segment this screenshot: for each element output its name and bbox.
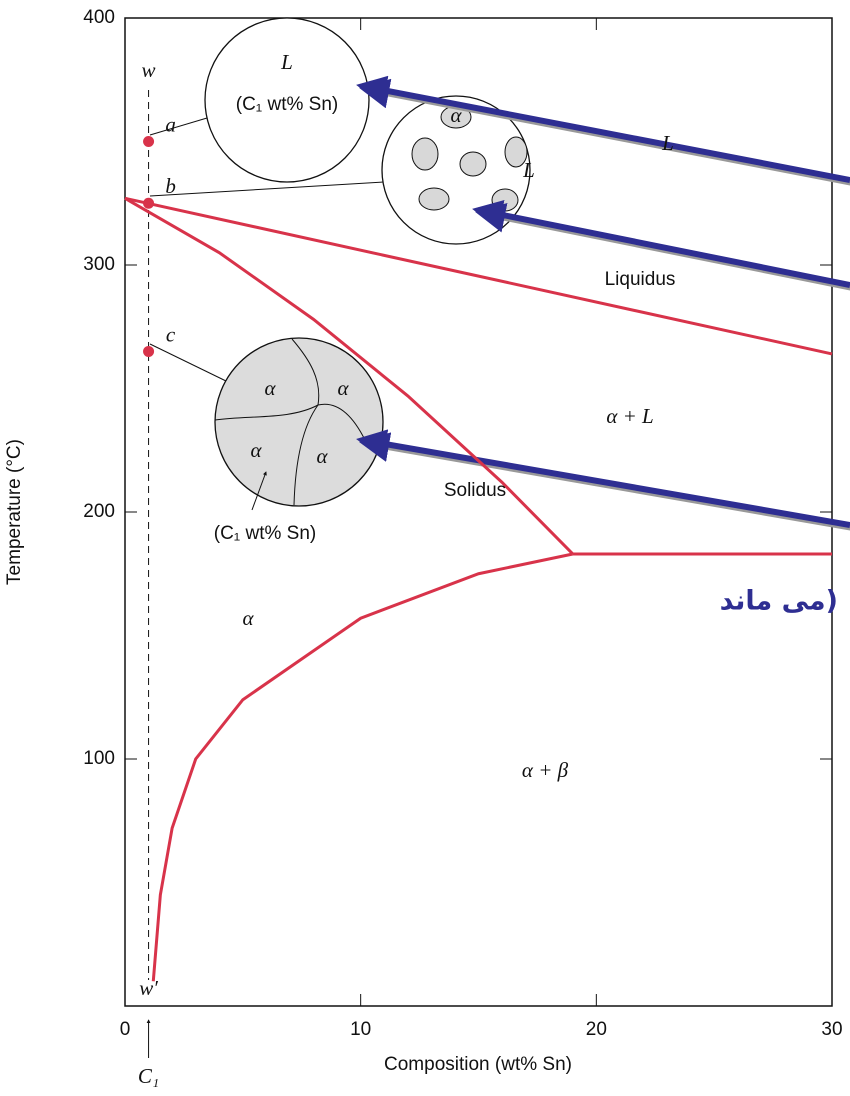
composition-top-label: w	[142, 58, 156, 82]
state-point	[143, 346, 154, 357]
c1-label: C₁	[138, 1064, 159, 1088]
x-tick-label: 0	[120, 1019, 131, 1040]
inset-label: α	[264, 376, 276, 400]
inset-caption: (C₁ wt% Sn)	[214, 523, 316, 544]
inset-label: α	[337, 376, 349, 400]
state-point	[143, 136, 154, 147]
x-axis-label: Composition (wt% Sn)	[384, 1054, 572, 1075]
inset-liquid: L (C₁ wt% Sn)	[150, 18, 369, 182]
point-label: c	[166, 322, 176, 346]
x-tick-label: 20	[586, 1019, 607, 1040]
y-tick-label: 400	[83, 7, 115, 28]
phase-diagram: L (C₁ wt% Sn) α L α α α α (C₁ wt% Sn)	[0, 0, 850, 1091]
y-tick-label: 100	[83, 748, 115, 769]
curve-label: Liquidus	[605, 269, 676, 290]
x-tick-label: 30	[821, 1019, 842, 1040]
inset-label: (C₁ wt% Sn)	[236, 94, 338, 115]
region-label: α + L	[606, 404, 653, 428]
x-tick-label: 10	[350, 1019, 371, 1040]
inset-solid: α α α α (C₁ wt% Sn)	[150, 338, 383, 544]
y-tick-label: 300	[83, 254, 115, 275]
curve-label: Solidus	[444, 480, 506, 501]
point-label: a	[165, 112, 176, 136]
composition-bottom-label: w′	[139, 976, 158, 1000]
inset-label: α	[250, 438, 262, 462]
inset-label: α	[316, 444, 328, 468]
state-point	[143, 198, 154, 209]
region-label: α + β	[522, 758, 569, 782]
inset-label: L	[522, 158, 535, 182]
y-tick-label: 200	[83, 501, 115, 522]
point-label: b	[165, 174, 176, 198]
inset-label: L	[280, 50, 293, 74]
y-axis-label: Temperature (°C)	[4, 439, 25, 585]
overlay-text: می ماند)	[720, 586, 838, 617]
region-label: α	[242, 606, 254, 630]
phase-boundary	[153, 554, 572, 981]
region-label: L	[661, 131, 674, 155]
